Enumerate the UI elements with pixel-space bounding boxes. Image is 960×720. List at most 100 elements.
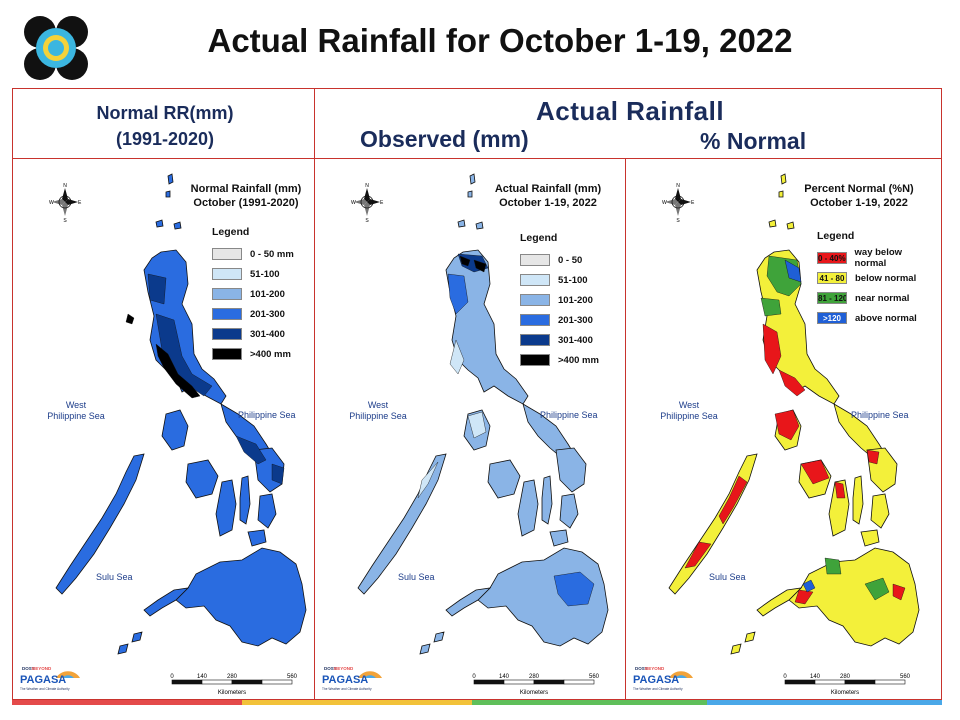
svg-text:N: N [365,183,369,189]
rainfall-zone-3 [447,273,469,315]
rainfall-zone-2 [784,259,802,283]
island-samar [555,447,587,493]
legend-item: 0 - 50 mm [212,244,294,264]
island-cebu [541,475,553,525]
rainfall-zone-3 [125,313,135,325]
map-title-line2: October 1-19, 2022 [810,197,908,209]
svg-text:E: E [78,200,82,206]
page-title: Actual Rainfall for October 1-19, 2022 [207,22,793,59]
rainfall-zone-4 [449,339,465,375]
legend-label: 0 - 50 [558,254,583,266]
sea-label-east: Philippine Sea [238,410,296,420]
layout-frame [12,88,942,700]
island-zamboanga [445,587,492,617]
legend-swatch [212,348,242,360]
map-legend: Legend 0 - 50 mm 51-100 101-200 201-300 301-4… [212,226,294,364]
svg-text:The Weather and Climate Author: The Weather and Climate Authority [20,687,70,691]
island-sulu [730,631,756,655]
svg-text:E: E [380,200,384,206]
legend-label: >400 mm [250,348,291,360]
strip-blue [707,700,942,705]
normal-header-line2: (1991-2020) [115,129,215,149]
normal-header-line1: Normal RR(mm) [96,103,234,123]
svg-text:140: 140 [197,674,208,680]
island-negros [215,479,237,537]
svg-text:Kilometers: Kilometers [520,690,548,696]
rainfall-zone-3 [760,297,782,317]
pagasa-brand-logo: DOST BEYOND PAGASA The Weather and Climate … [18,662,80,696]
svg-text:BEYOND: BEYOND [32,666,52,671]
legend-label: way below normal [854,247,903,269]
strip-green [472,700,707,705]
legend-item: >120 above normal [817,308,935,328]
rainfall-zone-15 [892,583,906,601]
legend-swatch [212,288,242,300]
svg-text:BEYOND: BEYOND [334,666,354,671]
sea-label-south: Sulu Sea [398,572,435,582]
legend-swatch [520,254,550,266]
scale-bar: 0 140 280 560 Kilometers [779,672,919,698]
island-leyte [870,493,890,529]
rainfall-zone-12 [864,577,890,601]
map-title-line2: October 1-19, 2022 [499,197,597,209]
island-zamboanga [143,587,190,617]
legend-label: 201-300 [558,314,593,326]
svg-text:PAGASA: PAGASA [20,674,66,686]
legend-label: 0 - 50 mm [250,248,294,260]
legend-label: 101-200 [250,288,285,300]
strip-yellow [242,700,472,705]
rainfall-zone-6 [553,571,595,607]
rainfall-zone-16 [802,579,816,593]
island-cebu [239,475,251,525]
legend-swatch [212,308,242,320]
sea-label-west: West Philippine Sea [660,400,718,421]
rainfall-zone-6 [774,409,800,441]
svg-text:N: N [63,183,67,189]
rainfall-zone-2 [459,255,487,273]
map-title: Percent Normal (%N) October 1-19, 2022 [779,182,935,210]
island-babuyan [768,219,795,230]
rainfall-zone-1 [147,273,167,305]
actual-rainfall-map: Actual Rainfall (mm) October 1-19, 2022 Le… [318,164,624,698]
svg-text:W: W [662,200,667,206]
svg-text:DOST: DOST [324,666,337,671]
svg-text:W: W [351,200,356,206]
island-bohol [860,529,880,547]
svg-text:S: S [365,218,369,222]
legend-title: Legend [520,232,558,244]
legend-title: Legend [817,230,855,242]
scale-bar: 0 140 280 560 Kilometers [166,672,306,698]
map-title-line1: Actual Rainfall (mm) [494,183,602,195]
legend-item: >400 mm [520,350,599,370]
map-title-line1: Normal Rainfall (mm) [190,183,302,195]
legend-label: below normal [855,272,917,284]
archipelago-map [668,173,920,655]
svg-text:PAGASA: PAGASA [322,674,368,686]
svg-text:0: 0 [170,674,174,680]
legend-label: near normal [855,292,910,304]
svg-text:PAGASA: PAGASA [633,674,679,686]
legend-item: 301-400 [520,330,599,350]
svg-text:The Weather and Climate Author: The Weather and Climate Authority [322,687,372,691]
rainfall-zone-7 [800,459,830,485]
legend-label: >400 mm [558,354,599,366]
svg-text:140: 140 [810,674,821,680]
rainfall-zone-5 [778,369,806,397]
compass-rose-icon: N S W E [350,182,384,222]
island-babuyan [155,219,182,230]
legend-item: 0 - 50 [520,250,599,270]
rainfall-zone-9 [684,541,712,569]
island-mindanao [175,547,307,647]
normal-header: Normal RR(mm) (1991-2020) [40,100,290,152]
legend-label: 51-100 [558,274,588,286]
svg-text:560: 560 [900,674,911,680]
rainfall-zone-5 [467,411,487,439]
svg-text:560: 560 [589,674,600,680]
legend-label: 201-300 [250,308,285,320]
svg-text:140: 140 [499,674,510,680]
island-batanes [165,173,174,198]
legend-item: 301-400 [212,324,294,344]
rainfall-zone-5 [235,435,267,465]
legend-label: 301-400 [250,328,285,340]
sea-label-south: Sulu Sea [709,572,746,582]
